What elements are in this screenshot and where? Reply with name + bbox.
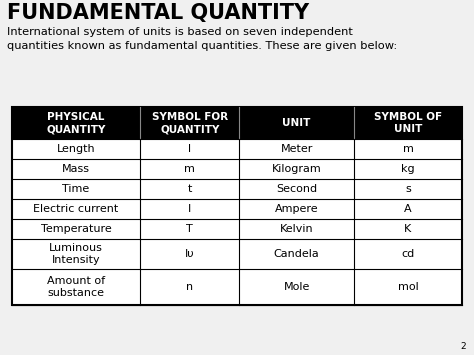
- Text: t: t: [188, 184, 192, 194]
- Bar: [12, 159, 462, 179]
- Text: Time: Time: [63, 184, 90, 194]
- Text: Temperature: Temperature: [41, 224, 111, 234]
- Text: Amount of
substance: Amount of substance: [47, 276, 105, 298]
- Text: n: n: [186, 282, 193, 292]
- Bar: [12, 179, 462, 199]
- Bar: [12, 139, 462, 159]
- Text: m: m: [184, 164, 195, 174]
- Text: Electric current: Electric current: [34, 204, 119, 214]
- Text: m: m: [402, 144, 413, 154]
- Text: Second: Second: [276, 184, 317, 194]
- Text: Mole: Mole: [283, 282, 310, 292]
- Text: FUNDAMENTAL QUANTITY: FUNDAMENTAL QUANTITY: [7, 3, 309, 23]
- Bar: [12, 107, 462, 305]
- Text: cd: cd: [401, 249, 415, 259]
- Bar: [12, 107, 462, 139]
- Text: Kilogram: Kilogram: [272, 164, 321, 174]
- Text: kg: kg: [401, 164, 415, 174]
- Text: Mass: Mass: [62, 164, 90, 174]
- Text: Iυ: Iυ: [185, 249, 194, 259]
- Text: Ampere: Ampere: [275, 204, 319, 214]
- Text: K: K: [404, 224, 411, 234]
- Text: SYMBOL OF
UNIT: SYMBOL OF UNIT: [374, 112, 442, 134]
- Text: I: I: [188, 204, 191, 214]
- Bar: [12, 239, 462, 269]
- Text: Meter: Meter: [281, 144, 313, 154]
- Text: A: A: [404, 204, 412, 214]
- Text: mol: mol: [398, 282, 419, 292]
- Text: Luminous
Intensity: Luminous Intensity: [49, 243, 103, 265]
- Text: l: l: [188, 144, 191, 154]
- Text: Kelvin: Kelvin: [280, 224, 313, 234]
- Text: T: T: [186, 224, 193, 234]
- Text: UNIT: UNIT: [283, 118, 311, 128]
- Text: Candela: Candela: [274, 249, 319, 259]
- Text: 2: 2: [460, 342, 466, 351]
- Bar: [12, 199, 462, 219]
- Bar: [12, 269, 462, 305]
- Text: s: s: [405, 184, 411, 194]
- Text: Length: Length: [57, 144, 95, 154]
- Text: International system of units is based on seven independent
quantities known as : International system of units is based o…: [7, 27, 397, 51]
- Bar: [12, 219, 462, 239]
- Text: SYMBOL FOR
QUANTITY: SYMBOL FOR QUANTITY: [152, 112, 228, 134]
- Text: PHYSICAL
QUANTITY: PHYSICAL QUANTITY: [46, 112, 106, 134]
